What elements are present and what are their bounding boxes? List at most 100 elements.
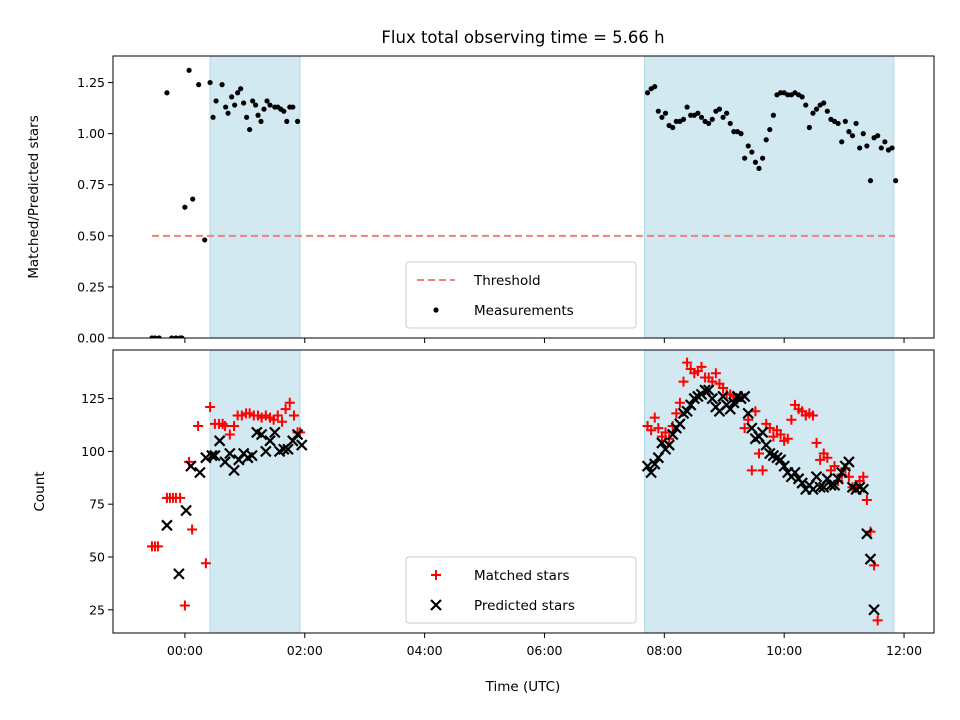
- measurements-point: [258, 118, 264, 124]
- measurements-point: [760, 155, 766, 161]
- predicted-stars-point: [260, 445, 272, 458]
- matched-stars-point: [649, 412, 660, 423]
- matched-stars-point: [678, 376, 689, 387]
- measurements-point: [846, 129, 852, 135]
- predicted-stars-point: [224, 447, 236, 460]
- predicted-stars-point: [843, 456, 855, 468]
- measurements-point: [864, 143, 870, 149]
- measurements-point: [777, 90, 784, 96]
- matched-stars-point: [284, 397, 295, 408]
- predicted-stars-point: [728, 397, 740, 409]
- measurements-point: [255, 112, 261, 118]
- predicted-stars-point: [180, 504, 192, 517]
- legend-box: [405, 261, 637, 329]
- y-tick-label: 75: [89, 497, 105, 512]
- x-tick-label: 10:00: [766, 643, 802, 658]
- predicted-stars-point: [760, 439, 772, 451]
- measurements-point: [662, 110, 669, 116]
- y-tick-label: 1.25: [77, 75, 105, 90]
- predicted-stars-point: [742, 407, 755, 420]
- series-group: [149, 67, 899, 338]
- predicted-stars-point: [264, 435, 276, 447]
- matched-stars-point: [152, 541, 163, 552]
- matched-stars-point: [858, 471, 869, 482]
- predicted-stars-point: [648, 458, 661, 470]
- predicted-stars-point: [778, 460, 790, 472]
- measurements-point: [219, 82, 225, 88]
- predicted-stars-point: [219, 456, 231, 468]
- measurements-point: [673, 118, 679, 124]
- measurements-point: [294, 118, 301, 124]
- matched-stars-point: [768, 431, 779, 442]
- y-tick-label: 0.25: [77, 279, 105, 294]
- matched-stars-point: [193, 421, 204, 432]
- measurements-point: [241, 100, 247, 106]
- observing-window-0: [210, 350, 300, 633]
- measurements-point: [684, 104, 690, 110]
- measurements-point: [763, 137, 769, 143]
- predicted-stars-point: [209, 449, 221, 462]
- predicted-stars-point: [173, 568, 185, 580]
- measurements-point: [821, 100, 827, 106]
- matched-stars-point: [276, 416, 287, 427]
- measurements-point: [803, 102, 809, 108]
- predicted-stars-point: [255, 428, 268, 441]
- predicted-stars-point: [213, 435, 226, 447]
- measurements-point: [839, 139, 845, 145]
- measurements-point: [745, 143, 751, 149]
- threshold-legend-label: Threshold: [473, 273, 541, 289]
- observing-window-1: [644, 56, 894, 338]
- matched-stars-point: [224, 429, 235, 440]
- measurements-point: [706, 120, 712, 127]
- matched-stars-point: [822, 452, 833, 463]
- measurements-point: [164, 90, 170, 96]
- predicted-stars-point: [706, 392, 719, 405]
- measurements-point: [695, 110, 701, 116]
- predicted-stars-point: [717, 390, 729, 403]
- matched-stars-point: [205, 402, 216, 413]
- measurements-point: [207, 79, 213, 86]
- measurements-point: [232, 102, 238, 108]
- measurements-point: [842, 118, 848, 124]
- predicted-stars-point: [857, 483, 870, 496]
- predicted-stars-point: [663, 439, 675, 451]
- predicted-stars-point: [756, 426, 769, 439]
- measurements-point: [824, 108, 830, 114]
- measurements-point: [889, 145, 895, 151]
- measurements-point: [156, 335, 162, 338]
- measurements-point: [688, 112, 694, 118]
- predicted-stars-point: [666, 428, 679, 441]
- matched-stars-point: [739, 423, 750, 434]
- measurements-point: [182, 204, 188, 210]
- matched-stars-point: [660, 427, 671, 438]
- measurements-point: [267, 102, 273, 108]
- measurements-point: [253, 102, 259, 108]
- predicted-stars-point: [674, 418, 686, 430]
- y-tick-label: 100: [81, 444, 105, 459]
- matched-stars-point: [272, 410, 283, 421]
- predicted-stars-point: [702, 384, 715, 396]
- measurements-point: [173, 335, 179, 338]
- measurements-point: [213, 98, 219, 104]
- measurements-point: [261, 106, 267, 112]
- predicted-stars-point: [246, 449, 258, 462]
- predicted-stars-point: [796, 477, 808, 489]
- count-panel: 25 50 75 100 125 00:00 02:00 04:00 06:00 08:00 10:…: [32, 349, 935, 658]
- measurements-legend-label: Measurements: [474, 303, 574, 319]
- measurements-point: [835, 120, 841, 127]
- measurements-point: [893, 178, 899, 184]
- legend: Threshold Measurements: [405, 261, 637, 329]
- matched-stars-point: [653, 423, 664, 434]
- measurements-point: [202, 237, 208, 243]
- measurements-point: [810, 110, 816, 116]
- measurements-point: [290, 104, 296, 110]
- predicted-stars-point: [269, 426, 281, 439]
- predicted-stars-point: [817, 481, 830, 494]
- predicted-stars-point: [861, 527, 873, 540]
- predicted-stars-point: [832, 473, 844, 485]
- x-axis-label: Time (UTC): [485, 679, 561, 695]
- measurements-point: [680, 116, 687, 122]
- y-tick-label: 0.00: [77, 331, 105, 346]
- predicted-stars-point: [228, 464, 240, 477]
- chart-title: Flux total observing time = 5.66 h: [381, 28, 664, 47]
